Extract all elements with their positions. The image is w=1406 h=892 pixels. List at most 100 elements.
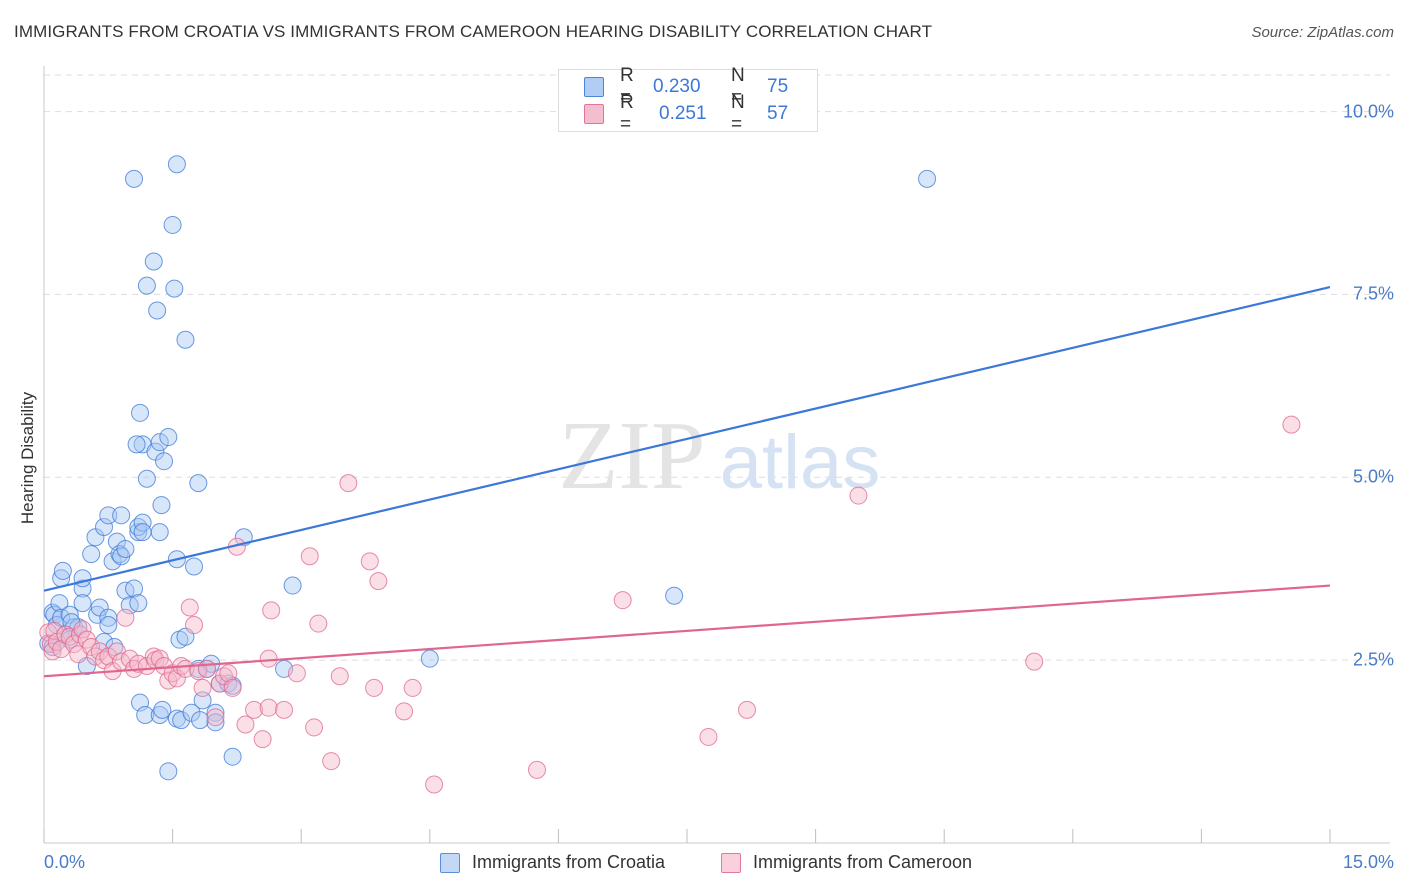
data-point [918, 169, 937, 188]
y-tick-label: 2.5% [1352, 649, 1394, 670]
data-point [167, 155, 186, 174]
data-point [287, 664, 306, 683]
data-point [300, 547, 319, 566]
data-point [1282, 415, 1301, 434]
data-point [395, 702, 414, 721]
data-point [403, 678, 422, 697]
data-point [223, 678, 242, 697]
data-point [155, 452, 174, 471]
data-point [253, 730, 272, 749]
data-point [185, 557, 204, 576]
data-point [219, 664, 238, 683]
data-point [360, 552, 379, 571]
data-point [73, 579, 92, 598]
data-point [153, 700, 172, 719]
data-point [613, 591, 632, 610]
data-point [95, 518, 114, 537]
series-cameroon-points [39, 415, 1301, 794]
data-point [197, 659, 216, 678]
trend-lines [43, 286, 1331, 678]
data-point [148, 301, 167, 320]
data-points [39, 155, 1301, 794]
data-point [116, 608, 135, 627]
data-point [129, 594, 148, 613]
data-point [116, 539, 135, 558]
data-point [50, 594, 69, 613]
legend-label-cameroon: Immigrants from Cameroon [753, 852, 973, 872]
data-point [527, 760, 546, 779]
data-point [120, 649, 139, 668]
data-point [365, 678, 384, 697]
trend-line-cameroon [43, 584, 1331, 678]
data-point [73, 620, 92, 639]
trend-line-croatia [43, 286, 1331, 592]
data-point [262, 601, 281, 620]
data-point [206, 703, 225, 722]
y-tick-label: 5.0% [1352, 466, 1394, 487]
y-tick-label: 10.0% [1342, 101, 1394, 122]
data-point [53, 561, 72, 580]
cameroon-swatch [584, 104, 604, 124]
data-point [738, 700, 757, 719]
data-point [112, 506, 131, 525]
data-point [236, 715, 255, 734]
data-point [136, 706, 155, 724]
data-point [322, 752, 341, 771]
data-point [150, 523, 169, 542]
data-point [339, 474, 358, 493]
data-point [309, 614, 328, 633]
data-point [144, 252, 163, 271]
data-point [176, 330, 195, 349]
watermark-atlas: atlas [720, 420, 881, 505]
data-point [193, 691, 212, 710]
chart-title: IMMIGRANTS FROM CROATIA VS IMMIGRANTS FR… [14, 22, 933, 41]
r-value: 0.230 [653, 76, 701, 97]
data-point [133, 513, 152, 532]
data-point [172, 711, 191, 730]
r-value: 0.251 [659, 103, 707, 124]
data-point [159, 428, 178, 447]
data-point [129, 523, 148, 542]
data-point [82, 545, 101, 564]
data-point [180, 598, 199, 617]
data-point [73, 594, 92, 613]
data-point [425, 775, 444, 794]
legend-label-croatia: Immigrants from Croatia [472, 852, 666, 872]
data-point [137, 469, 156, 488]
data-point [193, 678, 212, 697]
data-point [206, 713, 225, 732]
y-axis-label: Hearing Disability [18, 391, 37, 525]
data-point [73, 569, 92, 588]
data-point [99, 616, 118, 635]
data-point [305, 718, 324, 737]
data-point [150, 433, 169, 452]
data-point [185, 616, 204, 635]
data-point [191, 711, 210, 730]
data-point [159, 762, 178, 781]
data-point [206, 708, 225, 727]
y-tick-label: 7.5% [1352, 283, 1394, 304]
n-label: N = [731, 65, 745, 108]
n-value: 75 [767, 76, 789, 97]
data-point [699, 727, 718, 746]
source-label: Source: ZipAtlas.com [1251, 24, 1394, 41]
stats-legend: R = 0.230 N = 75 R = 0.251 N = 57 [558, 65, 818, 135]
r-label: R = [620, 92, 634, 135]
n-value: 57 [767, 103, 789, 124]
data-point [849, 486, 868, 505]
data-point [45, 621, 64, 640]
data-point [259, 649, 278, 668]
data-point [1025, 652, 1044, 671]
n-label: N = [731, 92, 745, 135]
data-point [245, 700, 264, 719]
x-tick-label-min: 0.0% [44, 852, 86, 872]
data-point [125, 579, 144, 598]
axes [43, 66, 1390, 844]
data-point [165, 279, 184, 298]
data-point [137, 276, 156, 295]
data-point [103, 552, 122, 571]
data-point [259, 698, 278, 717]
data-point [99, 506, 118, 525]
x-tick-label-max: 15.0% [1342, 852, 1394, 872]
